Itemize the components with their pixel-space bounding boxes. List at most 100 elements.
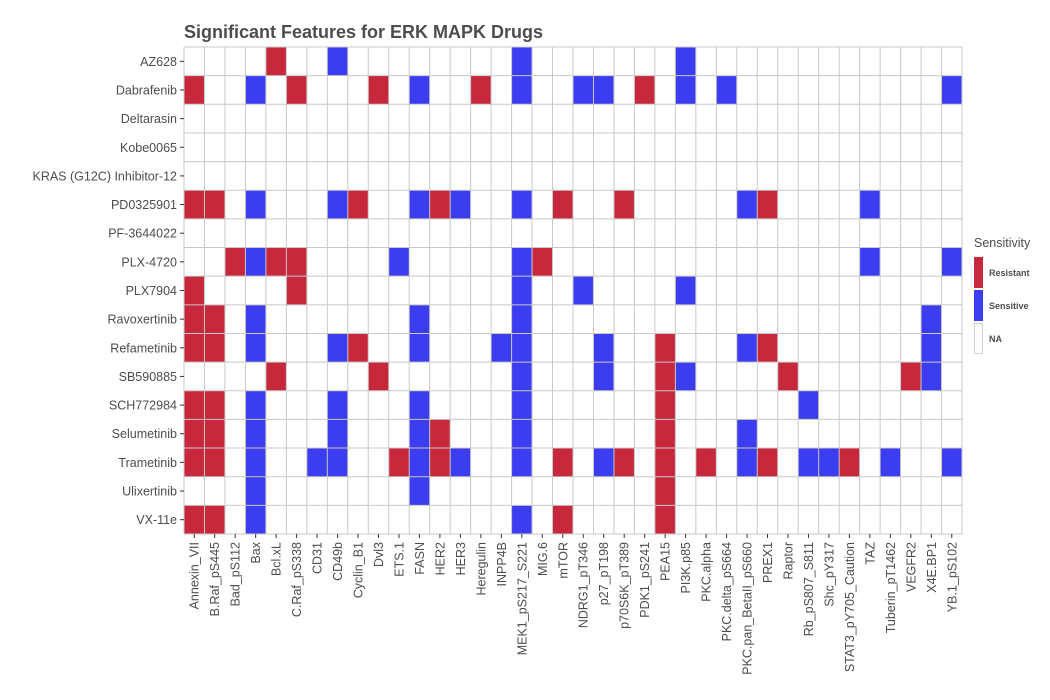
heatmap-cell bbox=[204, 505, 225, 534]
heatmap-cell bbox=[511, 505, 533, 534]
heatmap-cell bbox=[245, 419, 266, 449]
heatmap-cell bbox=[286, 75, 307, 105]
heatmap-cell bbox=[327, 390, 348, 420]
x-tick-label: YB.1_pS102 bbox=[945, 542, 959, 612]
x-tick-label: Raptor bbox=[781, 542, 795, 580]
heatmap-cell bbox=[654, 333, 676, 363]
x-tick-label: PEA15 bbox=[659, 542, 673, 581]
x-tick-label: Bcl.xL bbox=[270, 542, 284, 576]
x-tick-label: C.Raf_pS338 bbox=[290, 542, 304, 617]
heatmap-cell bbox=[224, 247, 246, 277]
x-tick-label: Heregulin bbox=[474, 542, 488, 596]
heatmap-cell bbox=[736, 333, 758, 363]
heatmap-cell bbox=[941, 448, 962, 477]
heatmap-cell bbox=[921, 333, 942, 363]
x-tick-label: ETS.1 bbox=[392, 542, 406, 577]
legend-entry: Resistant bbox=[974, 256, 1030, 289]
heatmap-cell bbox=[552, 190, 573, 219]
heatmap-cell bbox=[511, 448, 533, 477]
x-tick-label: PREX1 bbox=[761, 542, 775, 583]
heatmap-cell bbox=[757, 333, 778, 363]
legend-label: NA bbox=[989, 333, 1002, 344]
legend-entry: Sensitive bbox=[974, 289, 1030, 322]
x-tick-label: PI3K.p85 bbox=[679, 542, 693, 593]
heatmap-cell bbox=[184, 505, 205, 534]
y-tick-label: PLX-4720 bbox=[121, 255, 177, 269]
x-tick-label: STAT3_pY705_Caution bbox=[843, 542, 857, 672]
y-tick-label: Trametinib bbox=[118, 456, 177, 470]
heatmap-cell bbox=[204, 419, 225, 449]
heatmap-cell bbox=[798, 448, 819, 477]
heatmap-cell bbox=[184, 276, 205, 305]
heatmap-cell bbox=[347, 190, 369, 219]
heatmap-cell bbox=[511, 390, 533, 420]
heatmap-cell bbox=[409, 448, 430, 477]
heatmap-cell bbox=[245, 304, 266, 334]
heatmap-cell bbox=[777, 362, 799, 391]
heatmap-cell bbox=[859, 247, 881, 277]
y-tick-label: Kobe0065 bbox=[120, 141, 177, 155]
x-tick-label: MIG.6 bbox=[536, 542, 550, 576]
heatmap-cell bbox=[593, 333, 614, 363]
x-tick-label: Rb_pS807_S811 bbox=[802, 542, 816, 636]
heatmap-cell bbox=[552, 505, 573, 534]
heatmap-cell bbox=[184, 75, 205, 105]
x-axis: Annexin_VII B.Raf_pS445 Bad_pS112 Bax Bcl.xL… bbox=[188, 534, 959, 675]
heatmap-cell bbox=[388, 247, 410, 277]
heatmap-cell bbox=[491, 333, 512, 363]
y-tick-label: Refametinib bbox=[110, 341, 177, 355]
heatmap-cell bbox=[409, 304, 430, 334]
x-tick-label: NDRG1_pT346 bbox=[577, 542, 591, 628]
x-tick-label: CD31 bbox=[311, 542, 325, 574]
heatmap-cell bbox=[593, 75, 614, 105]
heatmap-cell bbox=[736, 419, 758, 449]
x-tick-label: PKC.alpha bbox=[700, 542, 714, 602]
heatmap-cell bbox=[409, 476, 430, 506]
heatmap-cell bbox=[327, 47, 348, 76]
heatmap-cell bbox=[409, 75, 430, 105]
y-tick-label: SB590885 bbox=[119, 370, 177, 384]
legend-label: Resistant bbox=[989, 267, 1030, 278]
heatmap-cell bbox=[409, 390, 430, 420]
x-tick-label: Shc_pY317 bbox=[822, 542, 836, 607]
heatmap-cell bbox=[511, 190, 533, 219]
heatmap-cell bbox=[818, 448, 840, 477]
heatmap-cell bbox=[654, 448, 676, 477]
heatmap-cell bbox=[204, 333, 225, 363]
heatmap-cell bbox=[286, 276, 307, 305]
heatmap-cell bbox=[184, 448, 205, 477]
heatmap-cell bbox=[204, 448, 225, 477]
y-tick-label: VX-11e bbox=[136, 513, 177, 527]
x-tick-label: HER2 bbox=[433, 542, 447, 575]
x-tick-label: HER3 bbox=[454, 542, 468, 575]
heatmap-grid bbox=[183, 46, 963, 535]
legend: Sensitivity Resistant Sensitive NA bbox=[974, 236, 1030, 355]
heatmap-cell bbox=[204, 190, 225, 219]
heatmap-cell bbox=[245, 75, 266, 105]
x-tick-label: PDK1_pS241 bbox=[638, 542, 652, 618]
y-tick-label: Dabrafenib bbox=[116, 83, 177, 97]
heatmap-cell bbox=[245, 476, 266, 506]
y-tick-label: Ulixertinib bbox=[122, 485, 177, 499]
heatmap-cell bbox=[613, 448, 635, 477]
heatmap-cell bbox=[695, 448, 717, 477]
x-tick-label: Bad_pS112 bbox=[229, 542, 243, 606]
y-axis: AZ628 Dabrafenib Deltarasin Kobe0065 KRAS (G… bbox=[32, 55, 184, 527]
heatmap-cell bbox=[286, 247, 307, 277]
heatmap-cell bbox=[675, 47, 696, 76]
legend-entries: Resistant Sensitive NA bbox=[974, 256, 1030, 355]
x-tick-label: PKC.pan_BetaII_pS660 bbox=[741, 542, 755, 675]
heatmap-cell bbox=[511, 47, 533, 76]
heatmap-cell bbox=[634, 75, 655, 105]
heatmap-cell bbox=[184, 190, 205, 219]
x-tick-label: PKC.delta_pS664 bbox=[720, 542, 734, 641]
heatmap-cell bbox=[245, 247, 266, 277]
legend-entry: NA bbox=[974, 322, 1030, 355]
heatmap-cell bbox=[716, 75, 737, 105]
heatmap-cell bbox=[450, 190, 471, 219]
heatmap-cell bbox=[327, 190, 348, 219]
x-tick-label: INPP4B bbox=[495, 542, 509, 586]
y-tick-label: KRAS (G12C) Inhibitor-12 bbox=[32, 169, 177, 183]
heatmap-cell bbox=[859, 190, 881, 219]
heatmap-cell bbox=[470, 75, 492, 105]
